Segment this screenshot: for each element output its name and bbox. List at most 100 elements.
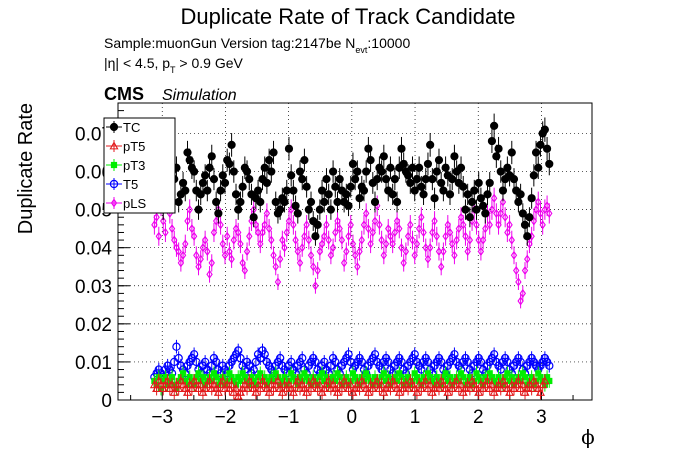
data-point-pt3 [519, 370, 526, 377]
data-point-pt5 [434, 383, 444, 393]
data-point-pls [473, 220, 480, 230]
data-point-pls [217, 220, 224, 230]
data-point-tc [370, 197, 380, 207]
data-point-pls [206, 269, 213, 279]
data-point-pt5 [505, 387, 515, 396]
data-point-pls [162, 227, 169, 238]
data-point-tc [520, 220, 530, 229]
data-point-pls [466, 235, 474, 245]
data-point-pt3 [429, 377, 436, 385]
data-point-pls [497, 208, 504, 218]
cut-info-suffix: > 0.9 GeV [176, 55, 244, 71]
data-point-pls [360, 220, 368, 230]
data-point-pls [199, 243, 207, 253]
data-point-tc [465, 213, 474, 222]
data-point-pls [440, 246, 447, 257]
data-point-pt3 [365, 374, 372, 381]
data-point-t5 [192, 357, 201, 367]
data-point-pt5 [474, 387, 484, 396]
data-point-pls [252, 220, 260, 230]
data-point-pt5 [227, 380, 237, 389]
data-point-pt3 [237, 377, 244, 385]
data-point-pls [515, 277, 522, 287]
data-point-pt5 [363, 387, 373, 396]
data-point-pls [535, 197, 542, 207]
data-point-t5 [397, 357, 406, 367]
data-point-pt5 [324, 376, 334, 385]
data-point-pls [504, 227, 511, 238]
data-point-tc [434, 156, 444, 165]
data-point-pls [457, 212, 465, 222]
data-point-tc [472, 205, 481, 214]
data-point-pt3 [460, 374, 467, 381]
x-tick-label: −1 [278, 407, 300, 428]
data-point-tc [481, 209, 490, 218]
data-point-pt3 [391, 374, 398, 381]
data-point-t5 [417, 365, 426, 374]
data-point-pt3 [528, 374, 535, 381]
data-point-pt3 [371, 374, 379, 381]
data-point-pt3 [241, 374, 248, 381]
data-point-pt5 [182, 387, 193, 396]
data-point-tc [388, 190, 397, 199]
data-point-pls [177, 258, 185, 268]
data-point-tc [260, 163, 269, 172]
data-point-tc [406, 178, 415, 188]
data-point-pls [391, 227, 399, 238]
data-point-t5 [503, 357, 512, 367]
data-point-tc [423, 159, 433, 169]
data-point-tc [229, 167, 238, 176]
data-point-pls [226, 246, 233, 257]
data-point-pls [212, 216, 220, 226]
data-point-pt3 [385, 374, 392, 381]
data-point-pls [257, 239, 264, 249]
data-point-pt3 [424, 370, 432, 377]
data-point-t5 [174, 353, 183, 363]
data-point-tc [293, 209, 302, 218]
sample-info-prefix: Sample:muonGun Version tag:2147be N [104, 35, 355, 51]
data-point-pt3 [288, 370, 295, 377]
legend-marker-tc [109, 122, 119, 132]
data-point-pls [437, 262, 445, 272]
data-point-pls [444, 220, 451, 230]
data-point-t5 [249, 365, 258, 374]
data-point-tc [207, 152, 216, 161]
data-point-pt3 [168, 374, 176, 381]
legend-marker-pt3 [110, 161, 118, 169]
data-point-pls [537, 208, 544, 218]
data-point-pt3 [230, 377, 237, 385]
data-point-tc [366, 156, 375, 165]
data-point-tc [326, 205, 335, 214]
data-point-tc [450, 152, 459, 161]
data-point-pls [546, 208, 553, 218]
legend: TC pT5 pT3 T5 pLS [103, 117, 176, 214]
data-point-pt3 [457, 370, 465, 377]
data-point-pls [197, 254, 204, 264]
y-tick-label: 0.06 [75, 163, 112, 184]
data-point-tc [209, 175, 219, 184]
data-point-pt3 [433, 374, 440, 381]
data-point-pls [422, 243, 429, 253]
data-point-pls [407, 220, 414, 230]
data-point-pls [387, 231, 394, 241]
data-point-pls [415, 224, 423, 234]
data-point-pls [404, 231, 412, 241]
data-point-tc [516, 190, 525, 199]
data-point-t5 [311, 357, 320, 367]
data-point-pt5 [527, 383, 537, 393]
data-point-pls [160, 216, 167, 226]
data-point-pls [460, 220, 467, 230]
data-point-t5 [384, 357, 393, 367]
data-point-tc [214, 209, 223, 218]
data-point-tc [540, 125, 549, 134]
data-point-pls [208, 258, 215, 268]
x-axis-label: ϕ [581, 425, 595, 449]
data-point-tc [300, 156, 309, 165]
data-point-pls [385, 224, 392, 234]
data-point-t5 [234, 346, 243, 355]
y-tick-label: 0.03 [75, 277, 112, 298]
data-point-tc [430, 194, 439, 203]
cut-info-line: |η| < 4.5, pT > 0.9 GeV [104, 55, 244, 75]
data-point-t5 [450, 350, 459, 359]
data-point-pt5 [187, 383, 197, 393]
